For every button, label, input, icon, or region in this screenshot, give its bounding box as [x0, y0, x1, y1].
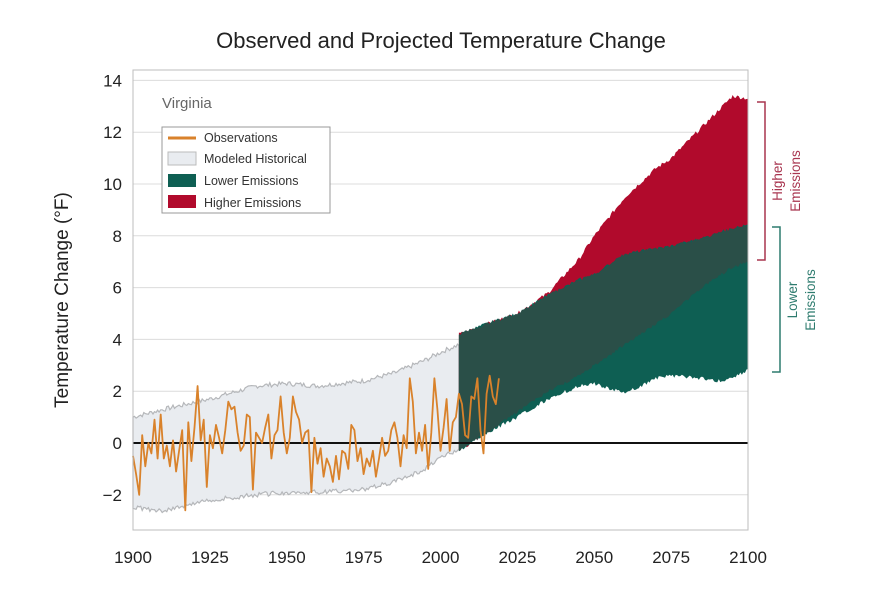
legend-label-lower-emissions: Lower Emissions	[204, 174, 298, 188]
x-tick-label: 2100	[729, 548, 767, 567]
y-tick-label: 8	[113, 227, 122, 246]
legend-label-higher-emissions: Higher Emissions	[204, 196, 301, 210]
modeled-historical-band	[132, 343, 460, 514]
y-tick-label: −2	[103, 486, 122, 505]
x-tick-label: 1900	[114, 548, 152, 567]
legend-swatch-modeled-historical	[167, 151, 197, 166]
x-tick-label: 1950	[268, 548, 306, 567]
legend-label-modeled-historical: Modeled Historical	[204, 152, 307, 166]
y-tick-labels: −2 0 2 4 6 8 10 12 14	[103, 71, 122, 504]
chart-title: Observed and Projected Temperature Chang…	[216, 28, 666, 53]
lower-bracket-label-line1: Lower	[785, 281, 800, 318]
y-tick-label: 6	[113, 279, 122, 298]
lower-emissions-bracket: Lower Emissions	[772, 226, 818, 373]
y-axis-label: Temperature Change (°F)	[52, 192, 73, 408]
x-tick-label: 1925	[191, 548, 229, 567]
y-tick-label: 10	[103, 175, 122, 194]
higher-emissions-bracket: Higher Emissions	[757, 101, 803, 261]
plot-areas	[132, 95, 748, 514]
higher-bracket-label-line1: Higher	[770, 161, 785, 201]
observations-series	[132, 374, 500, 512]
plot-frame	[132, 69, 749, 531]
y-tick-label: 2	[113, 382, 122, 401]
legend-label-observations: Observations	[204, 131, 278, 145]
y-tick-label: 12	[103, 123, 122, 142]
scenario-overlap-band	[458, 225, 748, 452]
y-tick-label: 0	[113, 434, 122, 453]
legend-swatch-higher-emissions	[168, 195, 196, 208]
region-label: Virginia	[162, 95, 212, 112]
observations-line	[132, 374, 500, 512]
legend: Observations Modeled Historical Lower Em…	[161, 126, 331, 214]
x-tick-label: 2025	[498, 548, 536, 567]
x-tick-label: 1975	[345, 548, 383, 567]
x-tick-label: 2050	[575, 548, 613, 567]
legend-swatch-lower-emissions	[168, 174, 196, 187]
x-tick-labels: 1900 1925 1950 1975 2000 2025 2050 2075 2100	[114, 548, 767, 567]
x-tick-label: 2075	[652, 548, 690, 567]
y-tick-label: 14	[103, 71, 122, 90]
x-tick-label: 2000	[422, 548, 460, 567]
y-tick-label: 4	[113, 330, 122, 349]
higher-bracket-label-line2: Emissions	[788, 150, 803, 212]
lower-bracket-label-line2: Emissions	[803, 269, 818, 331]
